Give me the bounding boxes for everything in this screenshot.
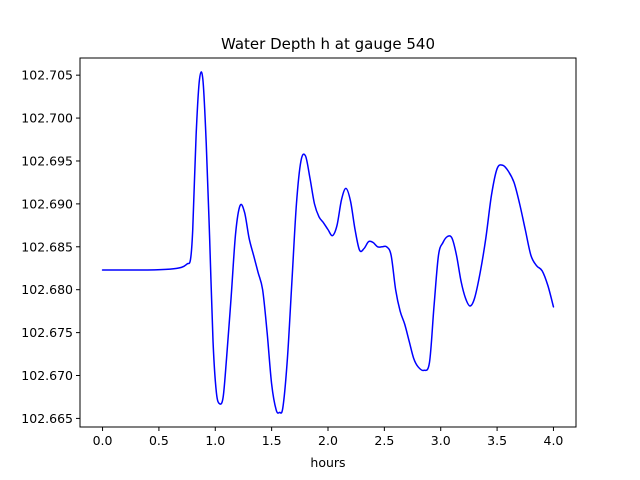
y-axis-ticks: 102.665 102.670 102.675 102.680 102.685 102.6… — [21, 68, 80, 426]
y-tick-label: 102.700 — [21, 111, 73, 126]
chart-title: Water Depth h at gauge 540 — [221, 35, 435, 53]
y-tick-label: 102.695 — [21, 153, 73, 168]
x-tick-label: 4.0 — [544, 433, 564, 448]
x-axis-label: hours — [310, 455, 345, 470]
x-tick-label: 1.0 — [205, 433, 225, 448]
y-tick-label: 102.675 — [21, 325, 73, 340]
series-line — [101, 71, 555, 414]
x-tick-label: 2.0 — [318, 433, 338, 448]
x-tick-label: 2.5 — [374, 433, 394, 448]
x-tick-label: 1.5 — [262, 433, 282, 448]
x-axis-ticks: 0.0 0.5 1.0 1.5 2.0 2.5 3.0 3.5 4.0 — [93, 427, 564, 448]
x-tick-label: 3.5 — [487, 433, 507, 448]
x-tick-label: 3.0 — [431, 433, 451, 448]
x-tick-label: 0.0 — [93, 433, 113, 448]
y-tick-label: 102.705 — [21, 68, 73, 83]
y-tick-label: 102.690 — [21, 196, 73, 211]
x-tick-label: 0.5 — [149, 433, 169, 448]
y-tick-label: 102.670 — [21, 368, 73, 383]
y-tick-label: 102.665 — [21, 411, 73, 426]
y-tick-label: 102.680 — [21, 282, 73, 297]
plot-area-frame — [79, 57, 577, 428]
y-tick-label: 102.685 — [21, 239, 73, 254]
